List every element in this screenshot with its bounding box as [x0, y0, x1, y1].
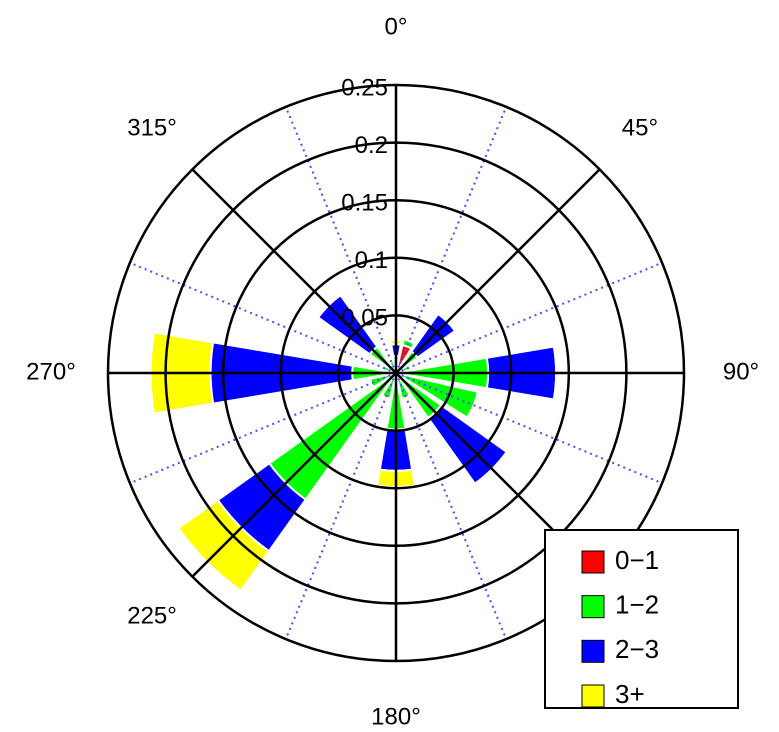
legend-box — [544, 529, 739, 709]
minor-spoke — [395, 106, 508, 374]
spoke — [395, 168, 601, 374]
legend-label: 0−1 — [615, 545, 659, 575]
angle-label: 0° — [385, 13, 408, 40]
bar-segment — [388, 359, 394, 364]
minor-spoke — [284, 106, 397, 374]
legend-label: 2−3 — [615, 634, 659, 664]
spoke — [191, 168, 397, 374]
bar-segment — [437, 313, 456, 332]
minor-spoke — [129, 372, 397, 485]
r-tick-label: 0.1 — [355, 247, 388, 274]
angle-label: 225° — [127, 602, 177, 629]
minor-spoke — [284, 372, 397, 640]
r-tick-label: 0.2 — [355, 132, 388, 159]
r-tick-label: 0.05 — [341, 305, 388, 332]
angle-label: 90° — [723, 358, 759, 385]
legend-label: 1−2 — [615, 590, 659, 620]
legend-swatch — [581, 639, 605, 663]
bar-segment — [403, 338, 415, 345]
minor-spoke — [395, 261, 663, 374]
r-tick-label: 0.25 — [341, 74, 388, 101]
minor-spoke — [395, 372, 663, 485]
spoke — [191, 372, 397, 578]
legend-label: 3+ — [615, 679, 645, 709]
legend: 0−1 1−2 2−3 3+ — [544, 529, 739, 709]
angle-label: 270° — [26, 358, 76, 385]
legend-swatch — [581, 595, 605, 619]
legend-swatch — [581, 684, 605, 708]
minor-spoke — [395, 372, 508, 640]
angle-label: 180° — [371, 703, 421, 730]
angle-label: 315° — [127, 114, 177, 141]
minor-spoke — [129, 261, 397, 374]
angle-label: 45° — [622, 114, 658, 141]
legend-swatch — [581, 550, 605, 574]
bar-segment — [317, 294, 342, 319]
r-tick-label: 0.15 — [341, 190, 388, 217]
